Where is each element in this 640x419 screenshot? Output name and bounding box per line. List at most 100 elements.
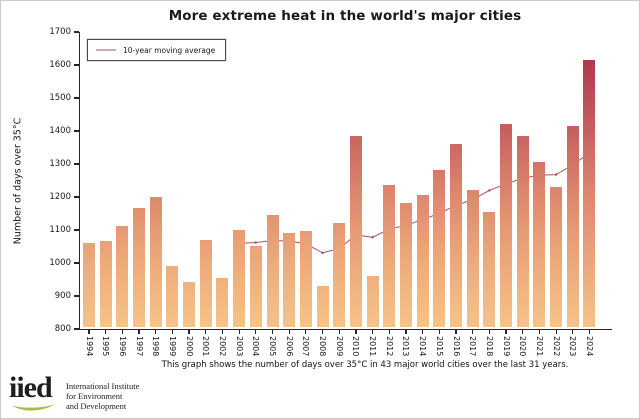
x-tick-2019	[505, 330, 507, 334]
y-tick-label-800: 800	[54, 324, 71, 334]
x-tick-2014	[422, 330, 424, 334]
x-tick-label-2016: 2016	[451, 336, 461, 357]
x-tick-2004	[255, 330, 257, 334]
bar-1998	[149, 196, 162, 327]
x-tick-1995	[105, 330, 107, 334]
moving-average-point-2018	[488, 189, 491, 192]
bar-2021	[533, 162, 546, 327]
iied-logo: iied International Institute for Environ…	[9, 371, 139, 413]
bar-1997	[133, 208, 146, 327]
x-tick-2002	[221, 330, 224, 334]
bar-2010	[349, 135, 362, 327]
x-tick-2012	[388, 330, 390, 334]
x-tick-label-1996: 1996	[117, 336, 127, 357]
bar-2004	[249, 246, 262, 327]
y-tick-900	[74, 295, 79, 297]
x-tick-2001	[205, 330, 207, 334]
moving-average-point-2008	[321, 251, 324, 254]
logo-org-line-3: and Development	[66, 401, 127, 411]
x-tick-2006	[288, 330, 290, 334]
x-tick-2024	[588, 330, 591, 334]
x-tick-label-2015: 2015	[434, 336, 444, 357]
x-tick-label-2000: 2000	[184, 336, 194, 357]
bar-1999	[166, 265, 179, 327]
x-tick-label-2011: 2011	[368, 336, 378, 357]
x-tick-2021	[538, 330, 541, 334]
x-tick-label-2007: 2007	[301, 336, 311, 357]
x-tick-1994	[88, 330, 90, 334]
x-tick-label-2020: 2020	[518, 336, 528, 357]
x-tick-1998	[155, 330, 157, 334]
y-tick-1700	[74, 31, 79, 33]
bar-2001	[199, 239, 212, 327]
x-tick-label-2010: 2010	[351, 336, 361, 357]
legend-box: 10-year moving average	[87, 39, 227, 61]
moving-average-point-2011	[371, 236, 374, 239]
logo-org-line-2: for Environment	[66, 391, 123, 401]
y-tick-label-900: 900	[54, 291, 71, 301]
x-tick-2018	[488, 330, 490, 334]
x-tick-2016	[455, 330, 457, 334]
moving-average-path	[239, 152, 590, 254]
x-tick-label-1994: 1994	[84, 336, 94, 357]
bar-2018	[483, 211, 496, 327]
bar-2009	[333, 223, 346, 327]
y-tick-1400	[74, 130, 79, 132]
y-tick-label-1700: 1700	[49, 27, 71, 37]
y-tick-1300	[74, 163, 79, 165]
y-tick-1000	[74, 262, 79, 264]
x-tick-2009	[338, 330, 340, 334]
x-tick-label-2002: 2002	[217, 336, 227, 357]
x-tick-label-1995: 1995	[101, 336, 111, 357]
bar-2015	[433, 170, 446, 327]
bar-2016	[450, 143, 463, 327]
iied-wordmark: iied	[9, 371, 53, 404]
bar-2017	[466, 190, 479, 327]
x-tick-2023	[572, 330, 574, 334]
y-tick-1600	[74, 64, 79, 66]
legend-label: 10-year moving average	[123, 45, 216, 55]
x-tick-label-2021: 2021	[534, 336, 544, 357]
x-tick-1997	[138, 330, 140, 334]
x-tick-label-2009: 2009	[334, 336, 344, 357]
plot-area	[79, 32, 612, 330]
x-tick-2008	[321, 330, 324, 334]
x-tick-label-2024: 2024	[584, 336, 594, 357]
moving-average-point-2004	[254, 241, 257, 244]
x-tick-label-1998: 1998	[151, 336, 161, 357]
x-tick-label-2022: 2022	[551, 336, 561, 357]
x-tick-label-2019: 2019	[501, 336, 511, 357]
x-tick-1999	[171, 330, 173, 334]
x-tick-label-2012: 2012	[384, 336, 394, 357]
x-tick-2005	[271, 330, 274, 334]
y-tick-800	[74, 328, 79, 330]
chart-caption: This graph shows the number of days over…	[161, 360, 569, 370]
iied-wordmark-block: iied	[9, 371, 59, 413]
bar-2006	[283, 232, 296, 327]
bar-2007	[299, 231, 312, 327]
x-tick-2000	[188, 330, 190, 334]
bar-2014	[416, 195, 429, 327]
x-tick-label-1999: 1999	[167, 336, 177, 357]
x-tick-2010	[355, 330, 357, 334]
bar-2003	[233, 229, 246, 327]
bar-2024	[583, 59, 596, 327]
bar-2013	[399, 203, 412, 327]
bar-2022	[550, 186, 563, 327]
bar-2023	[566, 125, 579, 327]
x-tick-label-2023: 2023	[568, 336, 578, 357]
x-tick-label-2013: 2013	[401, 336, 411, 357]
x-tick-label-2008: 2008	[318, 336, 328, 357]
logo-org-name: International Institute for Environment …	[66, 375, 139, 411]
y-tick-1200	[74, 196, 79, 198]
x-tick-1996	[121, 330, 123, 334]
x-tick-2017	[472, 330, 474, 334]
x-tick-label-2004: 2004	[251, 336, 261, 357]
bar-2000	[183, 282, 196, 327]
bar-1996	[116, 226, 129, 327]
bar-2002	[216, 277, 229, 327]
y-tick-1500	[74, 97, 79, 99]
y-axis-title: Number of days over 35°C	[12, 117, 24, 245]
bar-2019	[500, 124, 513, 327]
